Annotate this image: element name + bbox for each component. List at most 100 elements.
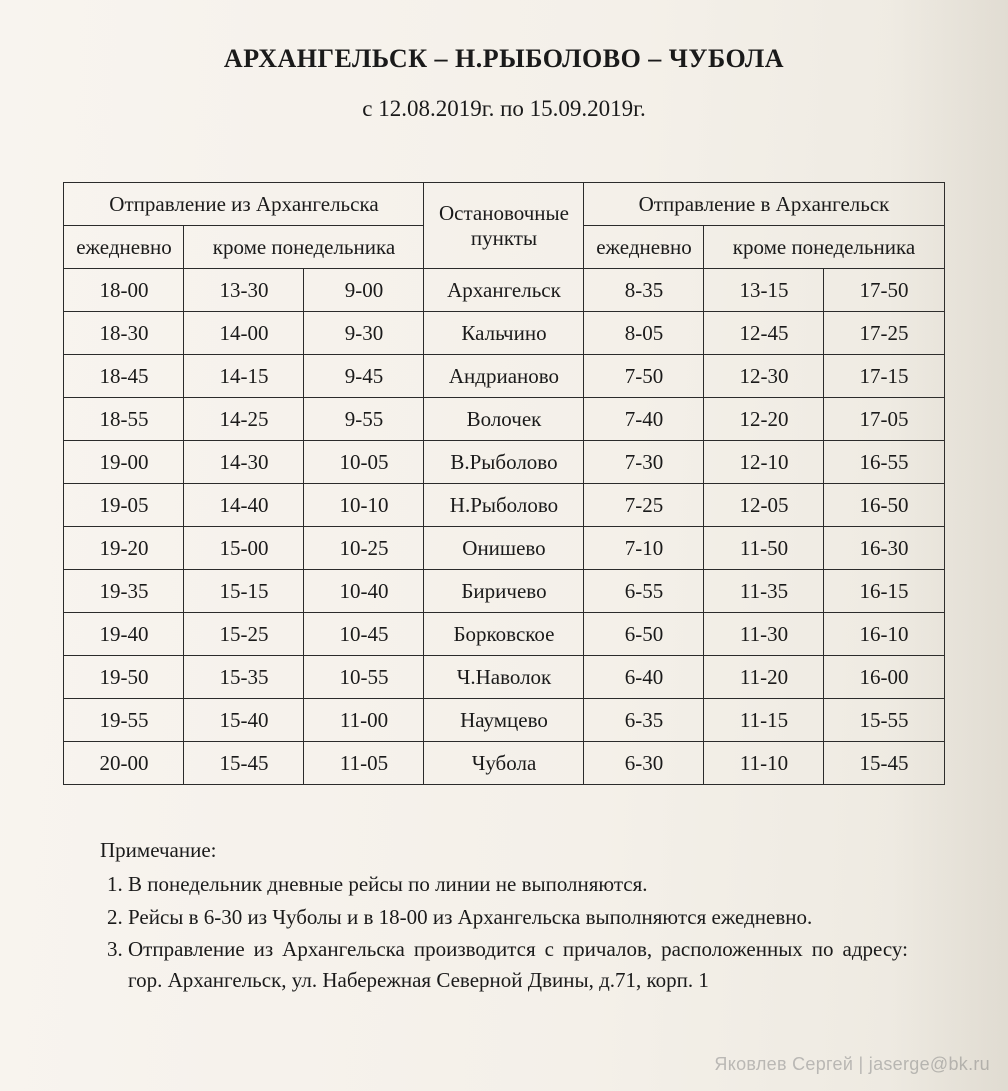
cell-arr-daily: 7-50 — [584, 355, 704, 398]
notes-list: В понедельник дневные рейсы по линии не … — [100, 869, 908, 995]
cell-dep-daily: 18-45 — [64, 355, 184, 398]
cell-arr-em2: 16-00 — [824, 656, 944, 699]
cell-arr-em1: 12-10 — [704, 441, 824, 484]
cell-dep-em1: 14-30 — [184, 441, 304, 484]
cell-arr-em2: 17-25 — [824, 312, 944, 355]
cell-arr-em2: 16-30 — [824, 527, 944, 570]
cell-dep-daily: 20-00 — [64, 742, 184, 785]
document-page: АРХАНГЕЛЬСК – Н.РЫБОЛОВО – ЧУБОЛА с 12.0… — [0, 0, 1008, 1091]
col-to-arkhangelsk: Отправление в Архангельск — [584, 183, 944, 226]
cell-arr-em1: 13-15 — [704, 269, 824, 312]
cell-dep-em2: 10-10 — [304, 484, 424, 527]
cell-dep-em1: 13-30 — [184, 269, 304, 312]
watermark: Яковлев Сергей | jaserge@bk.ru — [714, 1054, 990, 1075]
cell-stop: Чубола — [424, 742, 584, 785]
cell-dep-em2: 9-55 — [304, 398, 424, 441]
cell-arr-em1: 12-05 — [704, 484, 824, 527]
col-arr-daily: ежедневно — [584, 226, 704, 269]
cell-dep-em2: 10-25 — [304, 527, 424, 570]
table-body: 18-0013-309-00Архангельск8-3513-1517-501… — [64, 269, 944, 785]
cell-dep-em2: 10-55 — [304, 656, 424, 699]
table-row: 19-3515-1510-40Биричево6-5511-3516-15 — [64, 570, 944, 613]
cell-arr-daily: 7-25 — [584, 484, 704, 527]
cell-dep-em2: 11-00 — [304, 699, 424, 742]
cell-dep-em1: 14-15 — [184, 355, 304, 398]
table-row: 19-4015-2510-45Борковское6-5011-3016-10 — [64, 613, 944, 656]
notes-label: Примечание: — [100, 835, 908, 865]
cell-stop: Биричево — [424, 570, 584, 613]
cell-dep-em2: 10-40 — [304, 570, 424, 613]
cell-dep-daily: 19-40 — [64, 613, 184, 656]
cell-dep-em1: 15-35 — [184, 656, 304, 699]
cell-dep-em1: 15-45 — [184, 742, 304, 785]
cell-dep-em2: 10-05 — [304, 441, 424, 484]
date-range: с 12.08.2019г. по 15.09.2019г. — [60, 96, 948, 122]
col-arr-except-monday: кроме понедельника — [704, 226, 944, 269]
table-row: 18-3014-009-30Кальчино8-0512-4517-25 — [64, 312, 944, 355]
cell-dep-em1: 14-25 — [184, 398, 304, 441]
cell-stop: Кальчино — [424, 312, 584, 355]
cell-arr-em1: 11-30 — [704, 613, 824, 656]
cell-arr-em2: 15-55 — [824, 699, 944, 742]
cell-arr-em2: 15-45 — [824, 742, 944, 785]
cell-dep-daily: 18-00 — [64, 269, 184, 312]
cell-dep-daily: 19-35 — [64, 570, 184, 613]
cell-arr-em1: 12-20 — [704, 398, 824, 441]
cell-arr-daily: 7-40 — [584, 398, 704, 441]
cell-dep-daily: 19-55 — [64, 699, 184, 742]
cell-stop: Н.Рыболово — [424, 484, 584, 527]
cell-dep-em2: 9-00 — [304, 269, 424, 312]
table-row: 19-5515-4011-00Наумцево6-3511-1515-55 — [64, 699, 944, 742]
cell-stop: Наумцево — [424, 699, 584, 742]
cell-arr-daily: 7-30 — [584, 441, 704, 484]
table-row: 20-0015-4511-05Чубола6-3011-1015-45 — [64, 742, 944, 785]
cell-arr-em1: 11-50 — [704, 527, 824, 570]
cell-stop: Волочек — [424, 398, 584, 441]
table-row: 19-5015-3510-55Ч.Наволок6-4011-2016-00 — [64, 656, 944, 699]
cell-arr-em2: 16-55 — [824, 441, 944, 484]
table-header: Отправление из Архангельска Остановочные… — [64, 183, 944, 269]
cell-stop: Андрианово — [424, 355, 584, 398]
cell-arr-em1: 11-20 — [704, 656, 824, 699]
cell-arr-daily: 6-50 — [584, 613, 704, 656]
col-from-arkhangelsk: Отправление из Архангельска — [64, 183, 424, 226]
note-item: Отправление из Архангельска производится… — [128, 934, 908, 995]
cell-dep-daily: 19-20 — [64, 527, 184, 570]
cell-dep-em2: 9-30 — [304, 312, 424, 355]
cell-arr-daily: 8-05 — [584, 312, 704, 355]
cell-arr-daily: 6-40 — [584, 656, 704, 699]
cell-arr-em1: 11-10 — [704, 742, 824, 785]
cell-arr-em2: 16-10 — [824, 613, 944, 656]
cell-dep-em2: 10-45 — [304, 613, 424, 656]
cell-arr-em2: 17-05 — [824, 398, 944, 441]
cell-arr-em2: 17-50 — [824, 269, 944, 312]
cell-dep-em2: 11-05 — [304, 742, 424, 785]
cell-stop: Архангельск — [424, 269, 584, 312]
table-row: 19-0014-3010-05В.Рыболово7-3012-1016-55 — [64, 441, 944, 484]
table-row: 18-4514-159-45Андрианово7-5012-3017-15 — [64, 355, 944, 398]
cell-dep-daily: 18-30 — [64, 312, 184, 355]
cell-stop: Борковское — [424, 613, 584, 656]
schedule-table: Отправление из Архангельска Остановочные… — [63, 182, 944, 785]
cell-dep-em1: 14-00 — [184, 312, 304, 355]
cell-dep-em1: 15-00 — [184, 527, 304, 570]
cell-dep-em1: 15-40 — [184, 699, 304, 742]
col-dep-except-monday: кроме понедельника — [184, 226, 424, 269]
cell-arr-daily: 6-30 — [584, 742, 704, 785]
note-item: В понедельник дневные рейсы по линии не … — [128, 869, 908, 899]
cell-dep-daily: 19-50 — [64, 656, 184, 699]
note-item: Рейсы в 6-30 из Чуболы и в 18-00 из Арха… — [128, 902, 908, 932]
cell-arr-em1: 12-30 — [704, 355, 824, 398]
cell-dep-daily: 19-00 — [64, 441, 184, 484]
cell-arr-em1: 11-15 — [704, 699, 824, 742]
cell-arr-em1: 12-45 — [704, 312, 824, 355]
notes-block: Примечание: В понедельник дневные рейсы … — [100, 835, 908, 995]
cell-arr-em2: 16-50 — [824, 484, 944, 527]
cell-arr-em2: 17-15 — [824, 355, 944, 398]
cell-arr-daily: 6-35 — [584, 699, 704, 742]
col-dep-daily: ежедневно — [64, 226, 184, 269]
table-row: 18-5514-259-55Волочек7-4012-2017-05 — [64, 398, 944, 441]
cell-dep-em1: 15-15 — [184, 570, 304, 613]
cell-dep-daily: 19-05 — [64, 484, 184, 527]
cell-arr-em1: 11-35 — [704, 570, 824, 613]
